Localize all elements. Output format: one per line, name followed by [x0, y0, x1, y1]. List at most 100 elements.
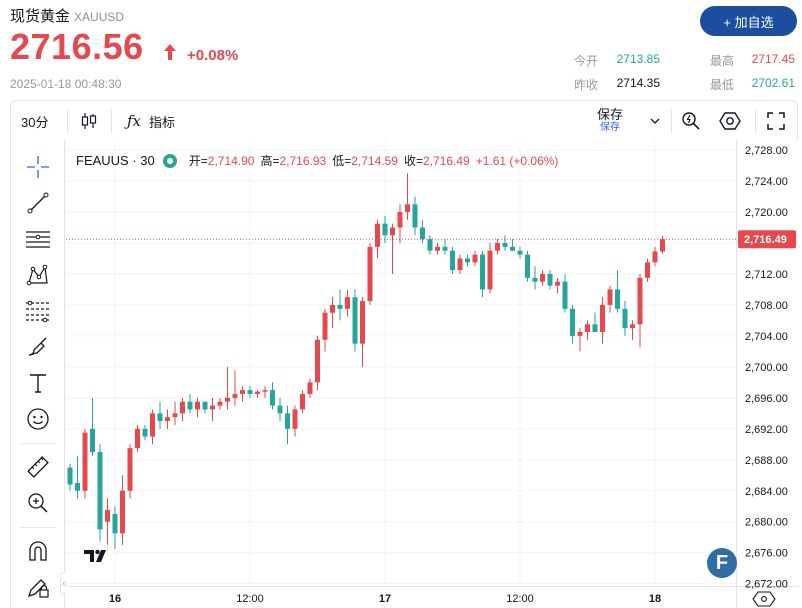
candle-body	[195, 401, 200, 410]
candle-body	[540, 273, 545, 282]
candle-body	[255, 391, 260, 394]
price-tick-label: 2,696.00	[745, 393, 788, 405]
text-icon	[30, 374, 46, 393]
candle-body	[337, 304, 343, 309]
price-tick-label: 2,704.00	[745, 331, 788, 343]
brush-tool[interactable]	[24, 333, 52, 361]
settings-button[interactable]	[719, 101, 741, 141]
stat-prev-label: 昨收	[574, 78, 599, 92]
time-tick-label: 18	[649, 593, 661, 605]
ruler-tool[interactable]	[24, 453, 52, 481]
brush-icon	[28, 337, 47, 356]
chart-pane[interactable]: 2,728.002,724.002,720.002,716.002,712.00…	[66, 140, 798, 608]
legend-symbol: FEAUUS · 30	[76, 153, 155, 168]
candle-body	[412, 204, 418, 228]
candle-body	[345, 297, 350, 309]
stat-high-label: 最高	[710, 54, 735, 68]
candle-body	[300, 393, 305, 410]
candle-body	[607, 289, 613, 305]
crosshair-tool[interactable]	[24, 153, 52, 181]
change-percent: +0.08%	[187, 47, 239, 64]
candle-body	[517, 250, 523, 255]
horizontal-lines-tool[interactable]	[24, 225, 52, 253]
chart-background	[66, 140, 798, 608]
fullscreen-button[interactable]	[767, 101, 785, 141]
magnet-tool[interactable]	[24, 537, 52, 565]
quote-timestamp: 2025-01-18 00:48:30	[10, 77, 122, 91]
candle-body	[397, 212, 403, 228]
candle-body	[585, 324, 590, 333]
price-tick-label: 2,700.00	[745, 362, 788, 374]
stat-open-label: 今开	[574, 54, 599, 68]
price-tick-label: 2,708.00	[745, 300, 788, 312]
price-tick-label: 2,692.00	[745, 424, 788, 436]
toolbar-divider	[111, 109, 112, 133]
candle-body	[262, 390, 268, 392]
candle-body	[390, 227, 395, 236]
candle-body	[277, 405, 283, 414]
candle-body	[165, 417, 170, 422]
add-watchlist-button[interactable]: + 加自选	[700, 6, 797, 36]
search-bolt-icon	[682, 112, 700, 130]
legend-open-label: 开=	[188, 154, 208, 168]
candle-body	[547, 273, 553, 286]
lock-drawing-tool[interactable]	[24, 573, 52, 601]
legend-low-label: 低=	[332, 154, 352, 168]
candle-body	[330, 304, 335, 313]
candle-body	[480, 254, 485, 290]
candle-body	[225, 397, 230, 402]
candle-body	[435, 246, 440, 251]
chart-legend: FEAUUS · 30 开= 2,714.90 高= 2,716.93 低= 2,71…	[76, 152, 564, 169]
candle-body	[90, 428, 95, 453]
stat-low-label: 最低	[710, 78, 735, 92]
candle-body	[232, 393, 238, 398]
time-tick-label: 12:00	[236, 593, 264, 605]
candle-body	[420, 227, 425, 240]
fib-tool[interactable]	[24, 297, 52, 325]
legend-high-label: 高=	[260, 154, 280, 168]
trend-line-icon	[27, 192, 49, 214]
trend-line-tool[interactable]	[24, 189, 52, 217]
pattern-tool[interactable]	[24, 261, 52, 289]
quick-search-button[interactable]	[681, 101, 701, 141]
legend-close-label: 收=	[403, 154, 423, 168]
f-badge-icon[interactable]: F	[707, 548, 737, 578]
save-sublabel: 保存	[600, 122, 620, 133]
candle-body	[487, 250, 493, 290]
gear-icon	[719, 112, 741, 130]
candle-body	[360, 301, 365, 344]
candle-body	[112, 513, 118, 534]
save-menu-chevron[interactable]	[649, 101, 661, 141]
zoom-in-tool[interactable]	[24, 489, 52, 517]
interval-selector[interactable]: 30分	[21, 101, 48, 141]
candle-body	[600, 304, 605, 333]
candle-body	[315, 339, 320, 383]
candle-body	[442, 246, 448, 251]
toolbar-divider	[755, 109, 756, 133]
indicators-button[interactable]: ƒx 指标	[127, 101, 175, 141]
candle-body	[465, 258, 470, 263]
stat-low: 最低 2702.61	[710, 76, 795, 93]
chart-toolbar: 30分 ƒx 指标 保存 保存	[10, 100, 798, 140]
candle-type-button[interactable]	[81, 101, 97, 141]
candle-body	[210, 405, 215, 410]
instrument-title: 现货黄金 XAUUSD	[10, 5, 124, 26]
text-tool[interactable]	[24, 369, 52, 397]
last-price-badge	[738, 230, 796, 249]
candle-body	[532, 277, 538, 282]
stat-high-value: 2717.45	[751, 52, 795, 66]
candle-body	[150, 413, 155, 437]
candle-body	[405, 204, 410, 213]
emoji-tool[interactable]	[24, 405, 52, 433]
candle-body	[450, 250, 455, 271]
candle-body	[502, 242, 508, 247]
candle-body	[427, 239, 433, 251]
last-price-label: 2,716.49	[744, 234, 787, 246]
interval-label: 30分	[21, 114, 49, 130]
scale-settings-icon-center	[761, 596, 767, 602]
candle-body	[157, 413, 163, 422]
candle-body	[457, 258, 463, 271]
save-button[interactable]: 保存 保存	[597, 101, 623, 141]
candle-body	[352, 297, 358, 344]
candle-body	[135, 428, 140, 449]
